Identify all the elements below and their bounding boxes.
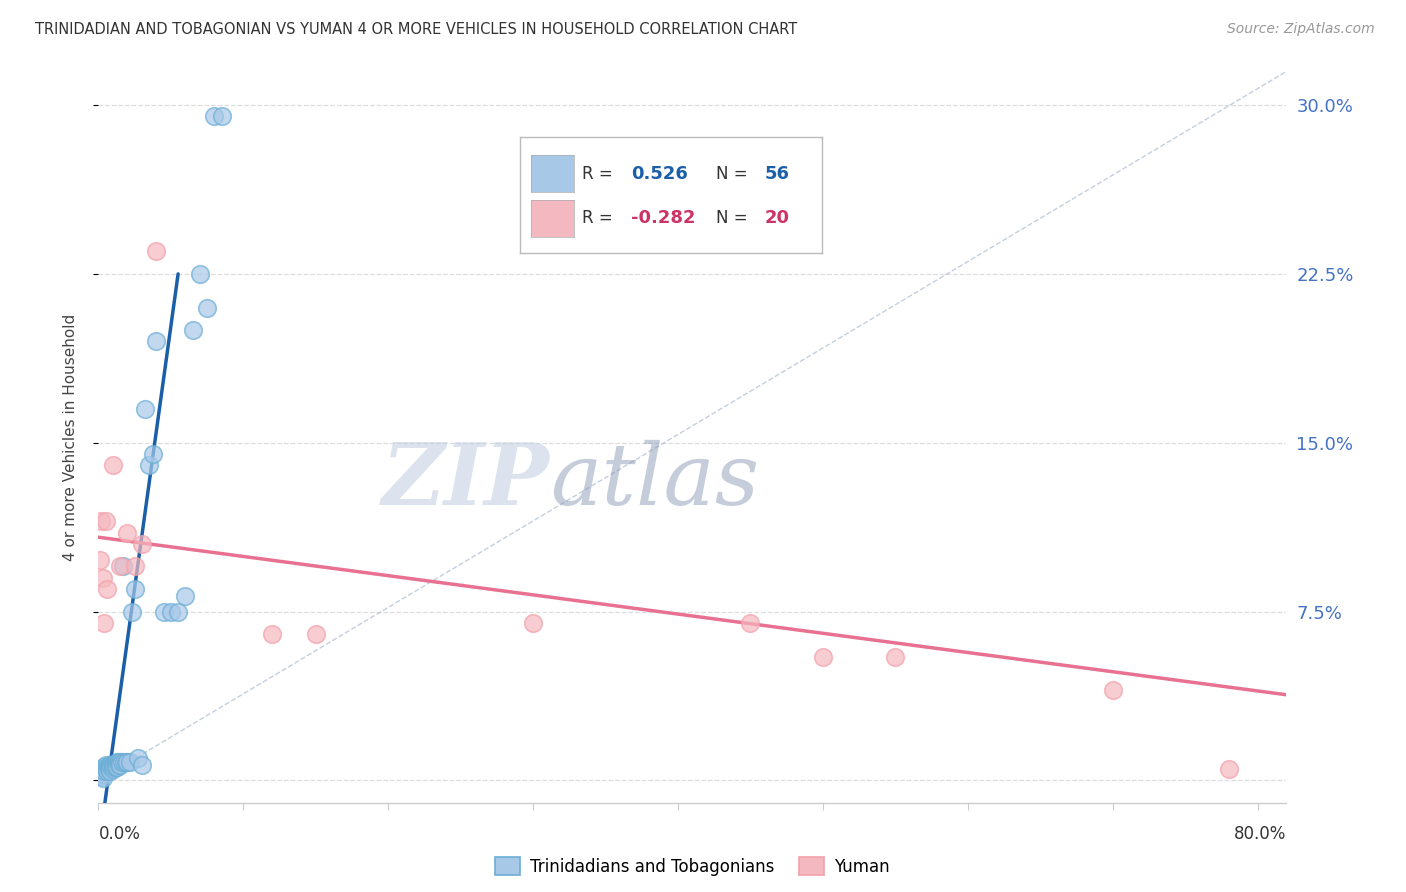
Y-axis label: 4 or more Vehicles in Household: 4 or more Vehicles in Household [63,313,77,561]
Point [97,762,120,776]
Point [114,756,136,770]
Point [91,771,114,785]
Text: atlas: atlas [550,440,759,523]
Point [160,605,183,619]
Point [202,109,225,123]
Point [107,756,129,770]
Point [98,764,121,779]
Point [117,525,139,540]
Point [195,301,218,315]
Text: N =: N = [716,165,752,183]
Point [98,762,121,776]
Point [1101,683,1123,698]
Point [211,109,233,123]
Point [884,649,907,664]
Text: 0.0%: 0.0% [98,825,141,843]
Point [96,582,118,596]
Text: R =: R = [582,165,619,183]
Point [101,760,124,774]
Point [101,458,124,473]
Point [100,760,122,774]
Point [90,762,112,776]
Text: 80.0%: 80.0% [1234,825,1286,843]
Point [91,766,114,780]
Point [167,605,190,619]
Point [96,764,118,779]
Point [101,762,124,776]
Legend: Trinidadians and Tobagonians, Yuman: Trinidadians and Tobagonians, Yuman [488,850,897,882]
Point [740,615,762,630]
Point [89,553,111,567]
Point [105,757,128,772]
Text: 56: 56 [765,165,790,183]
Point [145,244,167,259]
Point [811,649,834,664]
Point [145,334,167,349]
Text: 20: 20 [765,210,790,227]
Point [90,515,112,529]
Point [134,401,156,416]
Point [124,559,146,574]
Point [131,757,153,772]
Point [117,756,139,770]
Text: 0.526: 0.526 [631,165,688,183]
Point [105,760,128,774]
Point [188,267,211,281]
Point [124,582,146,596]
Point [108,559,131,574]
Point [121,605,143,619]
Point [89,766,111,780]
Point [262,627,284,641]
Text: ZIP: ZIP [382,439,550,523]
Point [127,751,149,765]
Point [98,760,121,774]
Point [108,756,131,770]
Text: R =: R = [582,210,619,227]
Point [97,760,120,774]
Point [104,757,127,772]
Text: -0.282: -0.282 [631,210,696,227]
Point [97,757,120,772]
Point [120,756,142,770]
Point [105,756,128,770]
Point [152,605,174,619]
Point [112,559,135,574]
Point [103,757,125,772]
Point [104,760,127,774]
Point [90,769,112,783]
Point [94,762,117,776]
Point [96,760,118,774]
Point [1218,762,1240,776]
Point [131,537,153,551]
Point [108,757,131,772]
Point [110,756,132,770]
Point [93,764,115,779]
Point [93,615,115,630]
Point [174,589,197,603]
Point [94,757,117,772]
Point [142,447,165,461]
Point [115,756,138,770]
Point [522,615,544,630]
Text: N =: N = [716,210,752,227]
Text: Source: ZipAtlas.com: Source: ZipAtlas.com [1227,22,1375,37]
Point [305,627,328,641]
Point [103,760,125,774]
Point [138,458,160,473]
Text: TRINIDADIAN AND TOBAGONIAN VS YUMAN 4 OR MORE VEHICLES IN HOUSEHOLD CORRELATION : TRINIDADIAN AND TOBAGONIAN VS YUMAN 4 OR… [35,22,797,37]
Point [101,757,124,772]
Point [91,571,114,585]
Point [93,760,115,774]
Point [100,757,122,772]
Point [94,515,117,529]
Point [107,757,129,772]
Point [181,323,204,337]
